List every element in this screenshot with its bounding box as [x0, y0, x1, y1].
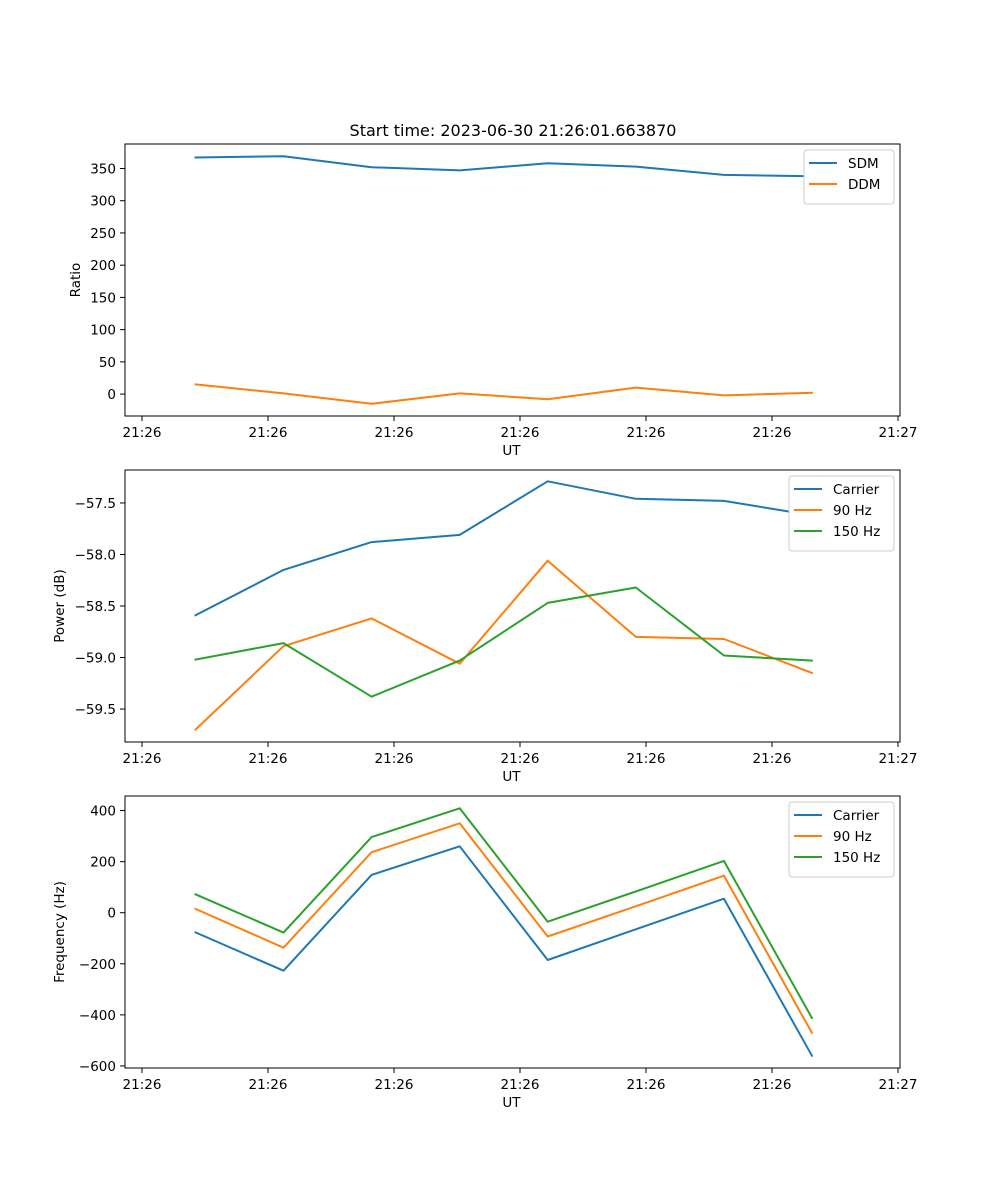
y-tick-label: −200 [79, 957, 116, 973]
axes-frame [124, 795, 901, 1069]
legend: SDM DDM [803, 149, 895, 205]
legend-label: 150 Hz [833, 524, 880, 540]
y-tick-label: −58.5 [75, 599, 116, 615]
y-tick-label: 350 [90, 161, 116, 177]
x-tick-label: 21:26 [627, 751, 666, 767]
legend: Carrier 90 Hz 150 Hz [788, 801, 895, 878]
x-axis-label: UT [502, 769, 521, 785]
x-axis-label: UT [502, 1095, 521, 1111]
x-tick-label: 21:27 [879, 1077, 918, 1093]
y-tick-label: 100 [90, 323, 116, 339]
y-tick-label: −400 [79, 1008, 116, 1024]
series-line-sdm [194, 155, 813, 178]
legend-box [788, 475, 895, 552]
chart-panel-2: 21:26 21:26 21:26 21:26 21:26 21:26 21:27 −59.5… [52, 469, 918, 785]
y-axis-label: Ratio [68, 263, 84, 298]
x-tick-label: 21:26 [753, 425, 792, 441]
legend-label: 150 Hz [833, 850, 880, 866]
x-tick-label: 21:26 [501, 425, 540, 441]
x-tick-label: 21:26 [123, 751, 162, 767]
series-line-90-hz [194, 559, 814, 732]
series-line-150-hz [194, 586, 813, 698]
x-axis-label: UT [502, 443, 521, 459]
x-tick-label: 21:26 [627, 425, 666, 441]
series-line-150-hz [194, 807, 814, 1020]
y-tick-label: −59.0 [75, 651, 116, 667]
series-line-carrier [194, 845, 814, 1058]
series-line-ddm [194, 383, 813, 405]
x-tick-label: 21:26 [249, 1077, 288, 1093]
x-tick-label: 21:26 [375, 1077, 414, 1093]
x-tick-label: 21:26 [753, 751, 792, 767]
series-line-carrier [194, 480, 814, 617]
y-tick-label: 50 [99, 355, 116, 371]
x-tick-label: 21:26 [375, 425, 414, 441]
y-tick-label: 250 [90, 226, 116, 242]
y-tick-label: 0 [107, 906, 116, 922]
legend: Carrier 90 Hz 150 Hz [788, 475, 895, 552]
y-axis-label: Frequency (Hz) [52, 881, 68, 983]
chart-panel-1: 21:26 21:26 21:26 21:26 21:26 21:26 21:27 0 50 10… [68, 143, 918, 459]
y-tick-label: 400 [90, 804, 116, 820]
x-tick-label: 21:26 [501, 1077, 540, 1093]
y-tick-label: −57.5 [75, 496, 116, 512]
y-tick-label: 200 [90, 258, 116, 274]
axes-frame [124, 143, 901, 417]
legend-label: Carrier [833, 482, 880, 498]
x-tick-label: 21:26 [375, 751, 414, 767]
legend-label: 90 Hz [833, 503, 872, 519]
x-tick-label: 21:26 [249, 425, 288, 441]
x-tick-label: 21:26 [627, 1077, 666, 1093]
series-line-90-hz [194, 822, 814, 1035]
y-tick-label: −59.5 [75, 702, 116, 718]
figure-title: Start time: 2023-06-30 21:26:01.663870 [350, 121, 677, 140]
y-tick-label: 200 [90, 855, 116, 871]
x-tick-label: 21:26 [123, 425, 162, 441]
chart-panel-3: 21:26 21:26 21:26 21:26 21:26 21:26 21:27 −600 −… [52, 795, 918, 1111]
y-tick-label: 0 [107, 387, 116, 403]
x-tick-label: 21:26 [501, 751, 540, 767]
legend-label: SDM [848, 156, 879, 172]
y-tick-label: −58.0 [75, 547, 116, 563]
y-axis-label: Power (dB) [52, 569, 68, 642]
x-tick-label: 21:26 [249, 751, 288, 767]
legend-label: Carrier [833, 808, 880, 824]
legend-box [788, 801, 895, 878]
x-tick-label: 21:27 [879, 425, 918, 441]
x-tick-label: 21:26 [123, 1077, 162, 1093]
x-tick-label: 21:27 [879, 751, 918, 767]
y-tick-label: 300 [90, 194, 116, 210]
legend-label: 90 Hz [833, 829, 872, 845]
x-tick-label: 21:26 [753, 1077, 792, 1093]
y-tick-label: −600 [79, 1059, 116, 1075]
y-tick-label: 150 [90, 290, 116, 306]
legend-label: DDM [848, 177, 880, 193]
